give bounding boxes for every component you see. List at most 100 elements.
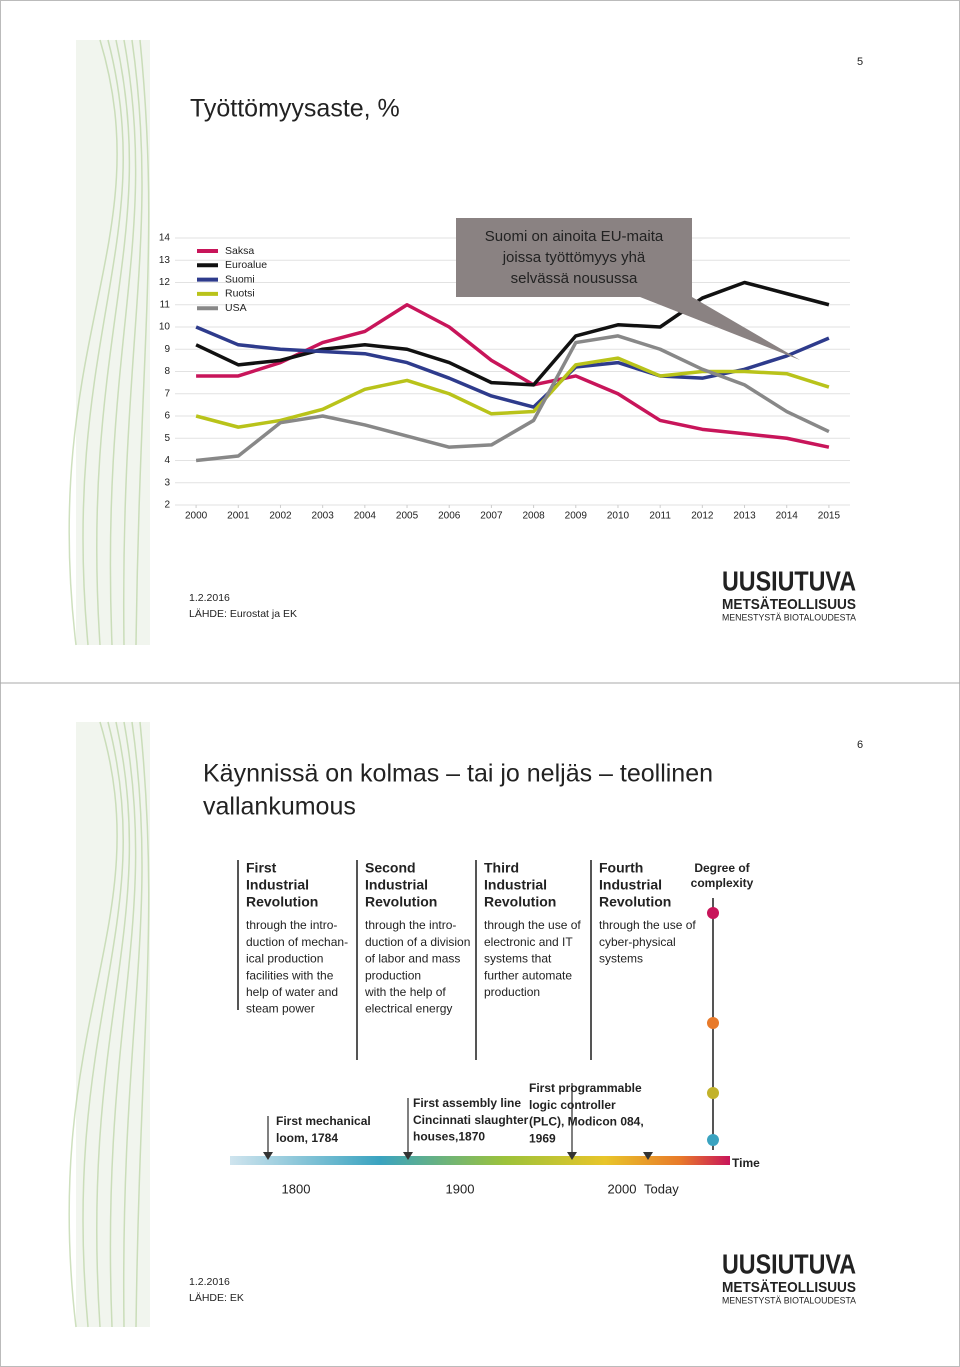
timeline-marker [643, 1152, 653, 1160]
y-tick-label: 12 [159, 277, 171, 288]
x-tick-label: 2005 [396, 511, 419, 522]
revolution-heading: Industrial [365, 877, 428, 893]
page-number: 6 [857, 739, 863, 751]
event-text: (PLC), Modicon 084, [529, 1115, 644, 1129]
revolution-text: facilities with the [246, 968, 334, 982]
event-text: First assembly line [413, 1096, 521, 1110]
x-tick-label: 2001 [227, 511, 250, 522]
revolution-text: ical production [246, 952, 323, 966]
x-tick-label: 2000 [185, 511, 208, 522]
callout-text: joissa työttömyys yhä [502, 249, 646, 266]
x-tick-label: 2014 [776, 511, 799, 522]
revolution-text: of labor and mass [365, 952, 460, 966]
revolution-heading: Revolution [365, 894, 437, 910]
series-line [196, 303, 830, 449]
timeline-marker [403, 1152, 413, 1160]
y-tick-label: 6 [164, 411, 170, 422]
callout-text: selvässä nousussa [511, 270, 638, 287]
slide-2: 6 Käynnissä on kolmas – tai jo neljäs – t… [189, 739, 863, 1305]
logo-line-3: MENESTYSTÄ BIOTALOUDESTA [722, 612, 856, 622]
date: 1.2.2016 [189, 1276, 230, 1288]
timeline-marker [263, 1152, 273, 1160]
series-line [195, 334, 830, 463]
callout-text: Suomi on ainoita EU-maita [485, 228, 664, 245]
revolution-text: through the use of [599, 918, 696, 932]
event-text: 1969 [529, 1131, 556, 1145]
complexity-dot [707, 1017, 719, 1029]
callout-pointer [640, 297, 800, 360]
source: LÄHDE: Eurostat ja EK [189, 608, 297, 620]
event-text: Cincinnati slaughter [413, 1113, 529, 1127]
revolution-text: duction of mechan- [246, 935, 348, 949]
revolution-text: duction of a division [365, 935, 470, 949]
revolution-heading: Revolution [246, 894, 318, 910]
callout-box [456, 218, 692, 297]
y-tick-label: 9 [164, 344, 170, 355]
revolution-text: through the intro- [365, 918, 456, 932]
deco-curve [109, 721, 137, 1328]
y-tick-label: 5 [164, 433, 170, 444]
x-tick-label: 2008 [522, 511, 545, 522]
x-tick-label: 2012 [691, 511, 714, 522]
x-tick-label: 2009 [565, 511, 588, 522]
logo-line-2: METSÄTEOLLISUUS [722, 1279, 856, 1296]
y-tick-label: 14 [159, 233, 171, 244]
y-tick-label: 2 [164, 500, 170, 511]
deco-curve [82, 721, 124, 1328]
revolution-heading: Industrial [484, 877, 547, 893]
event-text: houses,1870 [413, 1130, 485, 1144]
complexity-label: complexity [691, 876, 754, 890]
deco-curve [95, 721, 131, 1328]
revolution-ordinal: Third [484, 860, 519, 876]
revolution-ordinal: Fourth [599, 860, 643, 876]
year-label: 2000 [608, 1181, 637, 1196]
complexity-dot [707, 1134, 719, 1146]
revolution-heading: Revolution [599, 894, 671, 910]
legend-label: Saksa [225, 245, 254, 257]
complexity-dot [707, 1087, 719, 1099]
deco-curve [109, 39, 137, 646]
y-tick-label: 3 [164, 477, 170, 488]
x-tick-label: 2011 [649, 511, 671, 522]
revolution-text: systems that [484, 952, 552, 966]
slide-title: vallankumous [203, 793, 356, 821]
revolution-text: systems [599, 952, 643, 966]
deco-strip [76, 40, 150, 645]
y-tick-label: 8 [164, 366, 170, 377]
revolution-text: steam power [246, 1002, 315, 1016]
revolution-text: cyber-physical [599, 935, 676, 949]
today-label: Today [644, 1181, 679, 1196]
y-tick-label: 13 [159, 255, 171, 266]
timeline-bar [230, 1156, 730, 1165]
deco-curve [122, 721, 143, 1328]
slide-title: Työttömyysaste, % [190, 95, 400, 123]
decoration [68, 39, 150, 1328]
slide-1: 5 Työttömyysaste, % 1.2.2016 LÄHDE: Eurosta… [159, 56, 863, 622]
slide-title: Käynnissä on kolmas – tai jo neljäs – te… [203, 760, 713, 788]
event-text: First mechanical [276, 1114, 371, 1128]
revolution-text: electronic and IT [484, 935, 573, 949]
series-line [195, 280, 830, 387]
revolution-ordinal: Second [365, 860, 416, 876]
deco-curve [68, 721, 118, 1328]
revolution-text: help of water and [246, 985, 338, 999]
y-tick-label: 10 [159, 322, 171, 333]
deco-curve [135, 721, 150, 1328]
revolution-text: electrical energy [365, 1002, 452, 1016]
time-label: Time [732, 1156, 760, 1170]
deco-curve [82, 39, 124, 646]
logo-line-3: MENESTYSTÄ BIOTALOUDESTA [722, 1295, 856, 1305]
logo-line-1: UUSIUTUVA [722, 1248, 856, 1279]
timeline-marker [567, 1152, 577, 1160]
legend-label: Euroalue [225, 259, 267, 271]
deco-curve [95, 39, 131, 646]
revolution-text: through the intro- [246, 918, 337, 932]
legend-label: USA [225, 302, 247, 314]
deco-curve [122, 39, 143, 646]
legend-label: Ruotsi [225, 288, 255, 300]
deco-strip [76, 722, 150, 1327]
revolution-text: production [365, 968, 421, 982]
complexity-dot [707, 907, 719, 919]
event-text: logic controller [529, 1098, 616, 1112]
